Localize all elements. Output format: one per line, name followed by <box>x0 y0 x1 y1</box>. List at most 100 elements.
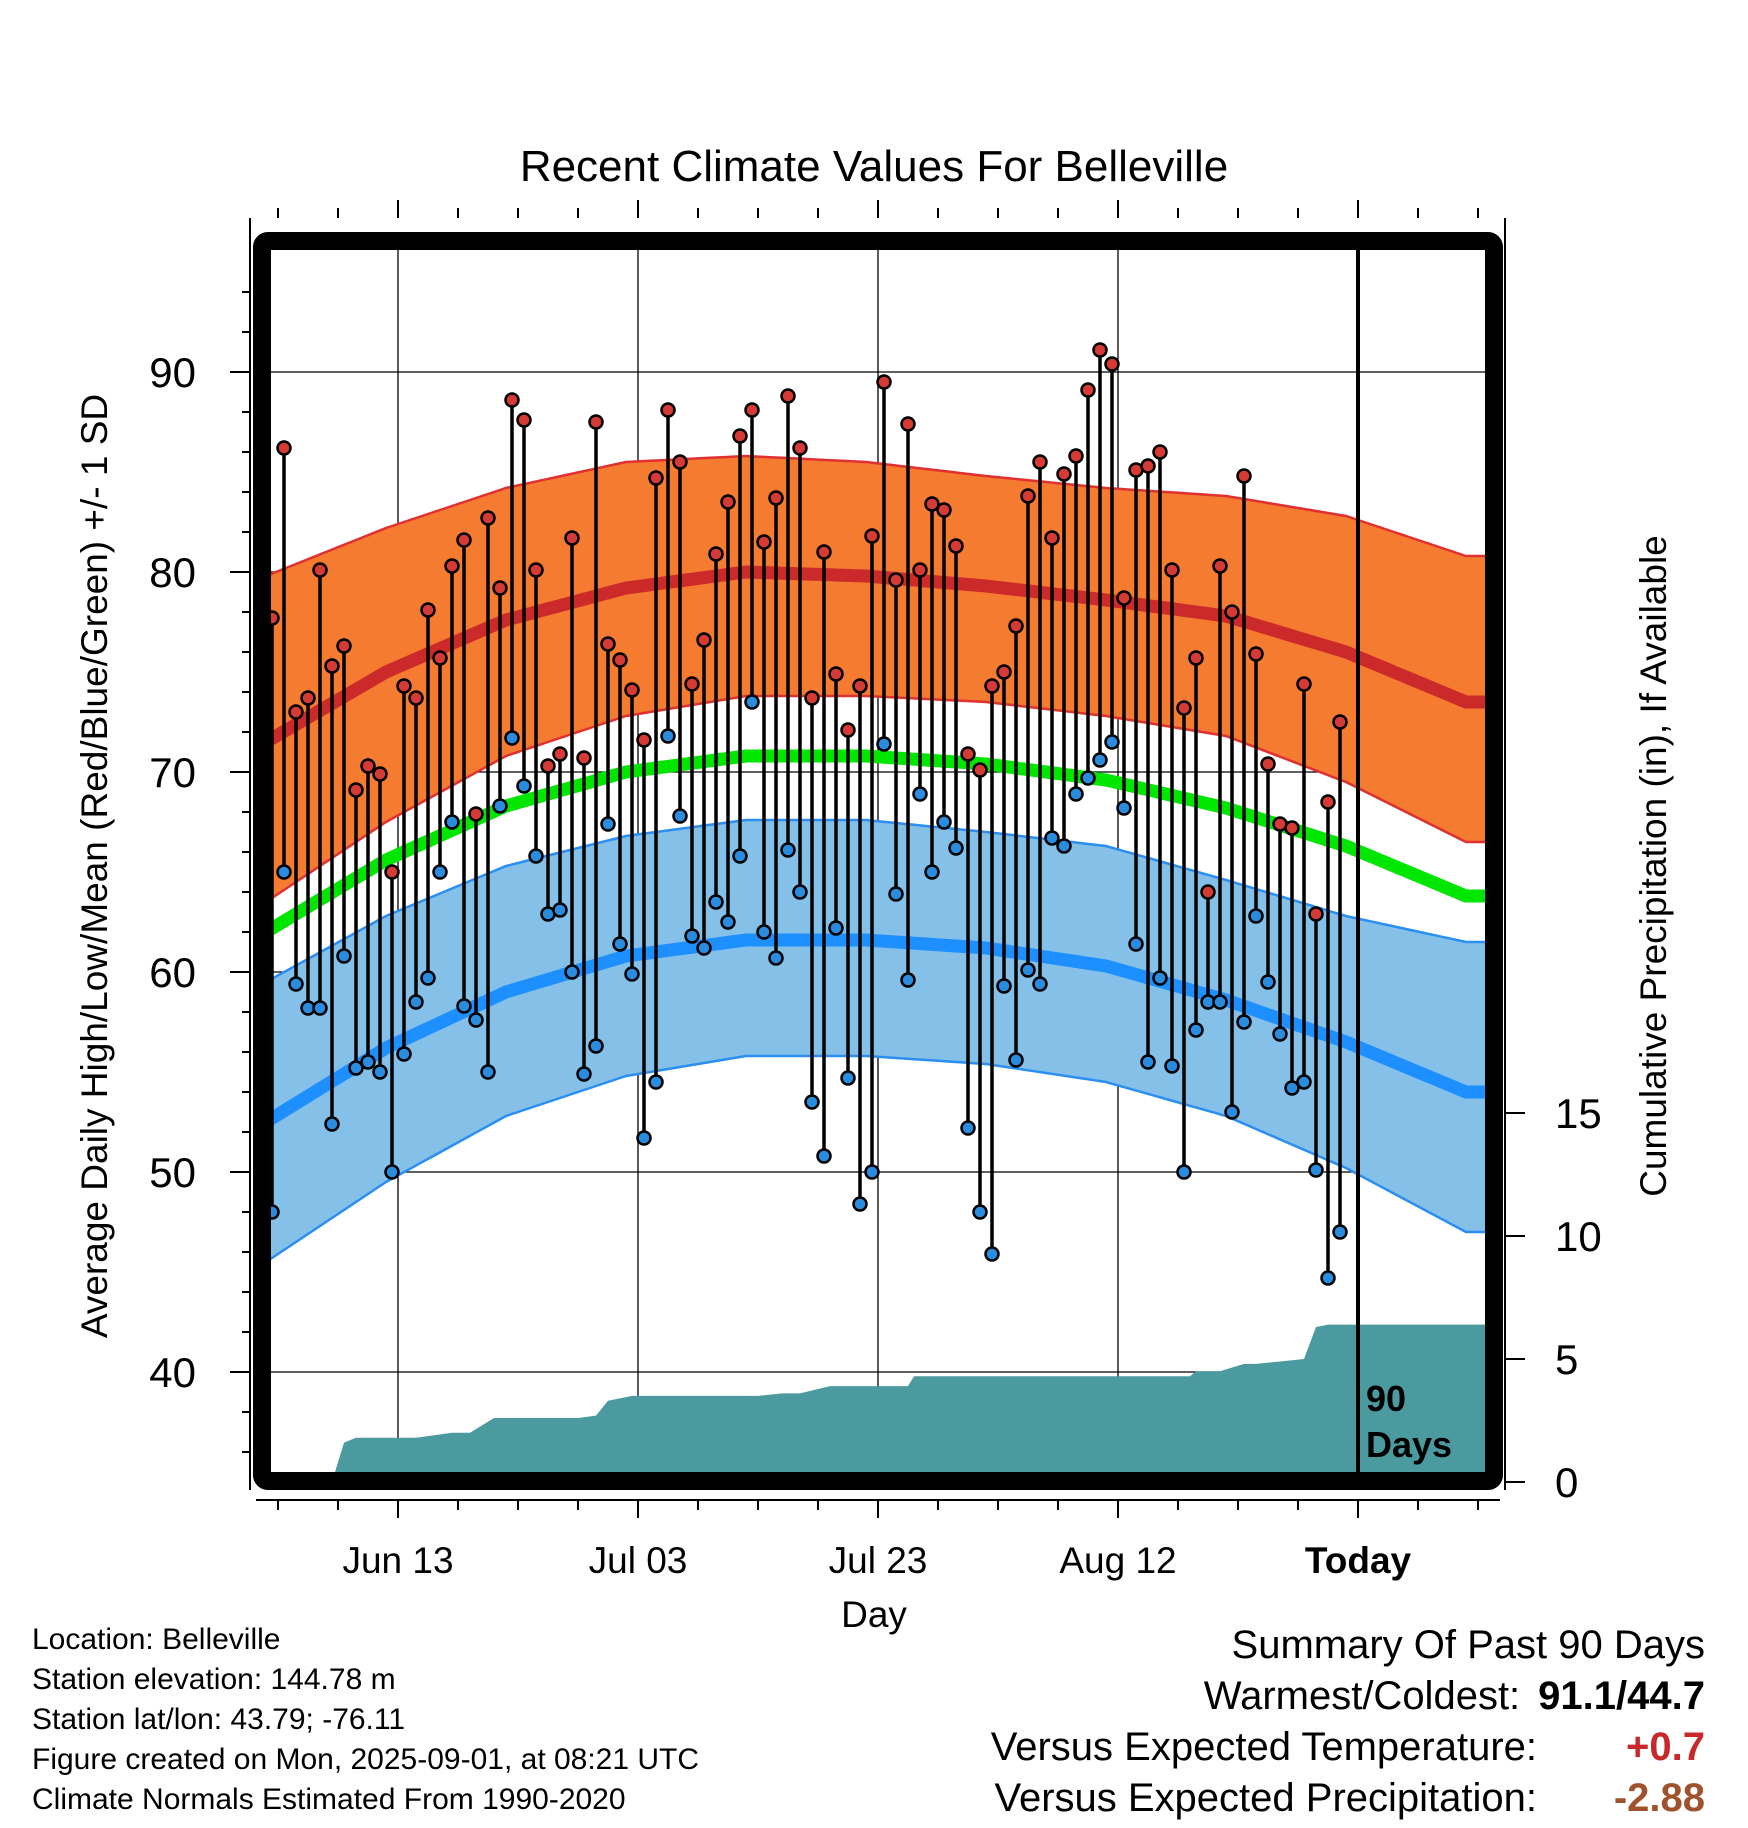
daily-high-point <box>876 374 892 390</box>
daily-low-point <box>684 928 700 944</box>
daily-low-point <box>1128 936 1144 952</box>
chart-title: Recent Climate Values For Belleville <box>520 142 1228 191</box>
daily-low-point <box>276 864 292 880</box>
daily-low-point <box>960 1120 976 1136</box>
daily-low-point <box>504 730 520 746</box>
y-axis-label: Average Daily High/Low/Mean (Red/Blue/Gr… <box>74 394 115 1338</box>
today-days-label: 90 <box>1366 1378 1406 1419</box>
daily-low-point <box>1068 786 1084 802</box>
y2-tick-label: 15 <box>1555 1090 1602 1137</box>
daily-high-point <box>372 766 388 782</box>
y-tick-label: 50 <box>149 1149 196 1196</box>
daily-low-point <box>288 976 304 992</box>
daily-low-point <box>1176 1164 1192 1180</box>
daily-low-point <box>972 1204 988 1220</box>
daily-low-point <box>768 950 784 966</box>
daily-low-point <box>912 786 928 802</box>
x-tick-label: Jul 23 <box>829 1540 928 1581</box>
daily-high-point <box>780 388 796 404</box>
daily-low-point <box>564 964 580 980</box>
daily-low-point <box>432 864 448 880</box>
precipitation-area <box>333 1324 1490 1477</box>
y2-tick-label: 10 <box>1555 1213 1602 1260</box>
daily-low-point <box>1332 1224 1348 1240</box>
precip-departure-label: Versus Expected Precipitation: <box>994 1776 1537 1820</box>
daily-high-point <box>1332 714 1348 730</box>
normal-high-lower-line <box>266 694 1490 904</box>
y-tick-label: 70 <box>149 749 196 796</box>
daily-low-point <box>1008 1052 1024 1068</box>
daily-low-point <box>480 1064 496 1080</box>
x-tick-label: Aug 12 <box>1059 1540 1176 1581</box>
daily-high-point <box>1056 466 1072 482</box>
daily-low-point <box>492 798 508 814</box>
daily-high-point <box>384 864 400 880</box>
temp-departure-value: +0.7 <box>1626 1725 1705 1769</box>
summary-temp-departure: Versus Expected Temperature: +0.7 <box>991 1722 1705 1773</box>
daily-high-point <box>792 440 808 456</box>
daily-low-point <box>600 816 616 832</box>
daily-low-point <box>900 972 916 988</box>
daily-high-point <box>1116 590 1132 606</box>
y2-axis-label: Cumulative Precipitation (in), If Availa… <box>1633 535 1674 1197</box>
daily-high-point <box>516 412 532 428</box>
today-days-label: Days <box>1366 1424 1452 1465</box>
daily-high-point <box>972 762 988 778</box>
daily-high-point <box>840 722 856 738</box>
daily-high-point <box>576 750 592 766</box>
daily-high-point <box>852 678 868 694</box>
daily-high-point <box>1068 448 1084 464</box>
summary-title: Summary Of Past 90 Days <box>1231 1623 1705 1667</box>
daily-low-point <box>1236 1014 1252 1030</box>
y2-tick-label: 0 <box>1555 1459 1578 1506</box>
daily-high-point <box>900 416 916 432</box>
daily-low-point <box>924 864 940 880</box>
daily-high-point <box>588 414 604 430</box>
daily-high-point <box>528 562 544 578</box>
daily-high-point <box>1152 444 1168 460</box>
daily-high-point <box>828 666 844 682</box>
daily-low-point <box>864 1164 880 1180</box>
daily-high-point <box>756 534 772 550</box>
daily-low-point <box>1308 1162 1324 1178</box>
daily-low-point <box>372 1064 388 1080</box>
daily-high-point <box>420 602 436 618</box>
daily-high-point <box>480 510 496 526</box>
daily-high-point <box>540 758 556 774</box>
daily-high-point <box>408 690 424 706</box>
elevation-text: Station elevation: 144.78 m <box>32 1663 396 1696</box>
daily-low-point <box>444 814 460 830</box>
daily-low-point <box>1284 1080 1300 1096</box>
summary-panel: Summary Of Past 90 Days Warmest/Coldest:… <box>991 1620 1705 1824</box>
daily-high-point <box>336 638 352 654</box>
normals-text: Climate Normals Estimated From 1990-2020 <box>32 1783 626 1816</box>
daily-high-point <box>432 650 448 666</box>
daily-low-point <box>456 998 472 1014</box>
daily-high-point <box>1212 558 1228 574</box>
daily-low-point <box>852 1196 868 1212</box>
station-info: Location: Belleville Station elevation: … <box>32 1620 699 1820</box>
daily-low-point <box>1056 838 1072 854</box>
daily-low-point <box>1020 962 1036 978</box>
daily-high-point <box>960 746 976 762</box>
daily-high-point <box>936 502 952 518</box>
daily-low-point <box>756 924 772 940</box>
daily-low-point <box>336 948 352 964</box>
daily-low-point <box>1188 1022 1204 1038</box>
daily-high-point <box>732 428 748 444</box>
daily-high-point <box>1176 700 1192 716</box>
daily-low-point <box>588 1038 604 1054</box>
temp-departure-label: Versus Expected Temperature: <box>990 1725 1537 1769</box>
daily-low-point <box>552 902 568 918</box>
daily-high-point <box>984 678 1000 694</box>
daily-low-point <box>348 1060 364 1076</box>
daily-high-point <box>696 632 712 648</box>
daily-low-point <box>804 1094 820 1110</box>
daily-high-point <box>636 732 652 748</box>
y-tick-label: 80 <box>149 549 196 596</box>
daily-low-point <box>1248 908 1264 924</box>
daily-high-point <box>1248 646 1264 662</box>
daily-low-point <box>1116 800 1132 816</box>
y-tick-label: 40 <box>149 1349 196 1396</box>
precip-departure-value: -2.88 <box>1613 1776 1705 1820</box>
